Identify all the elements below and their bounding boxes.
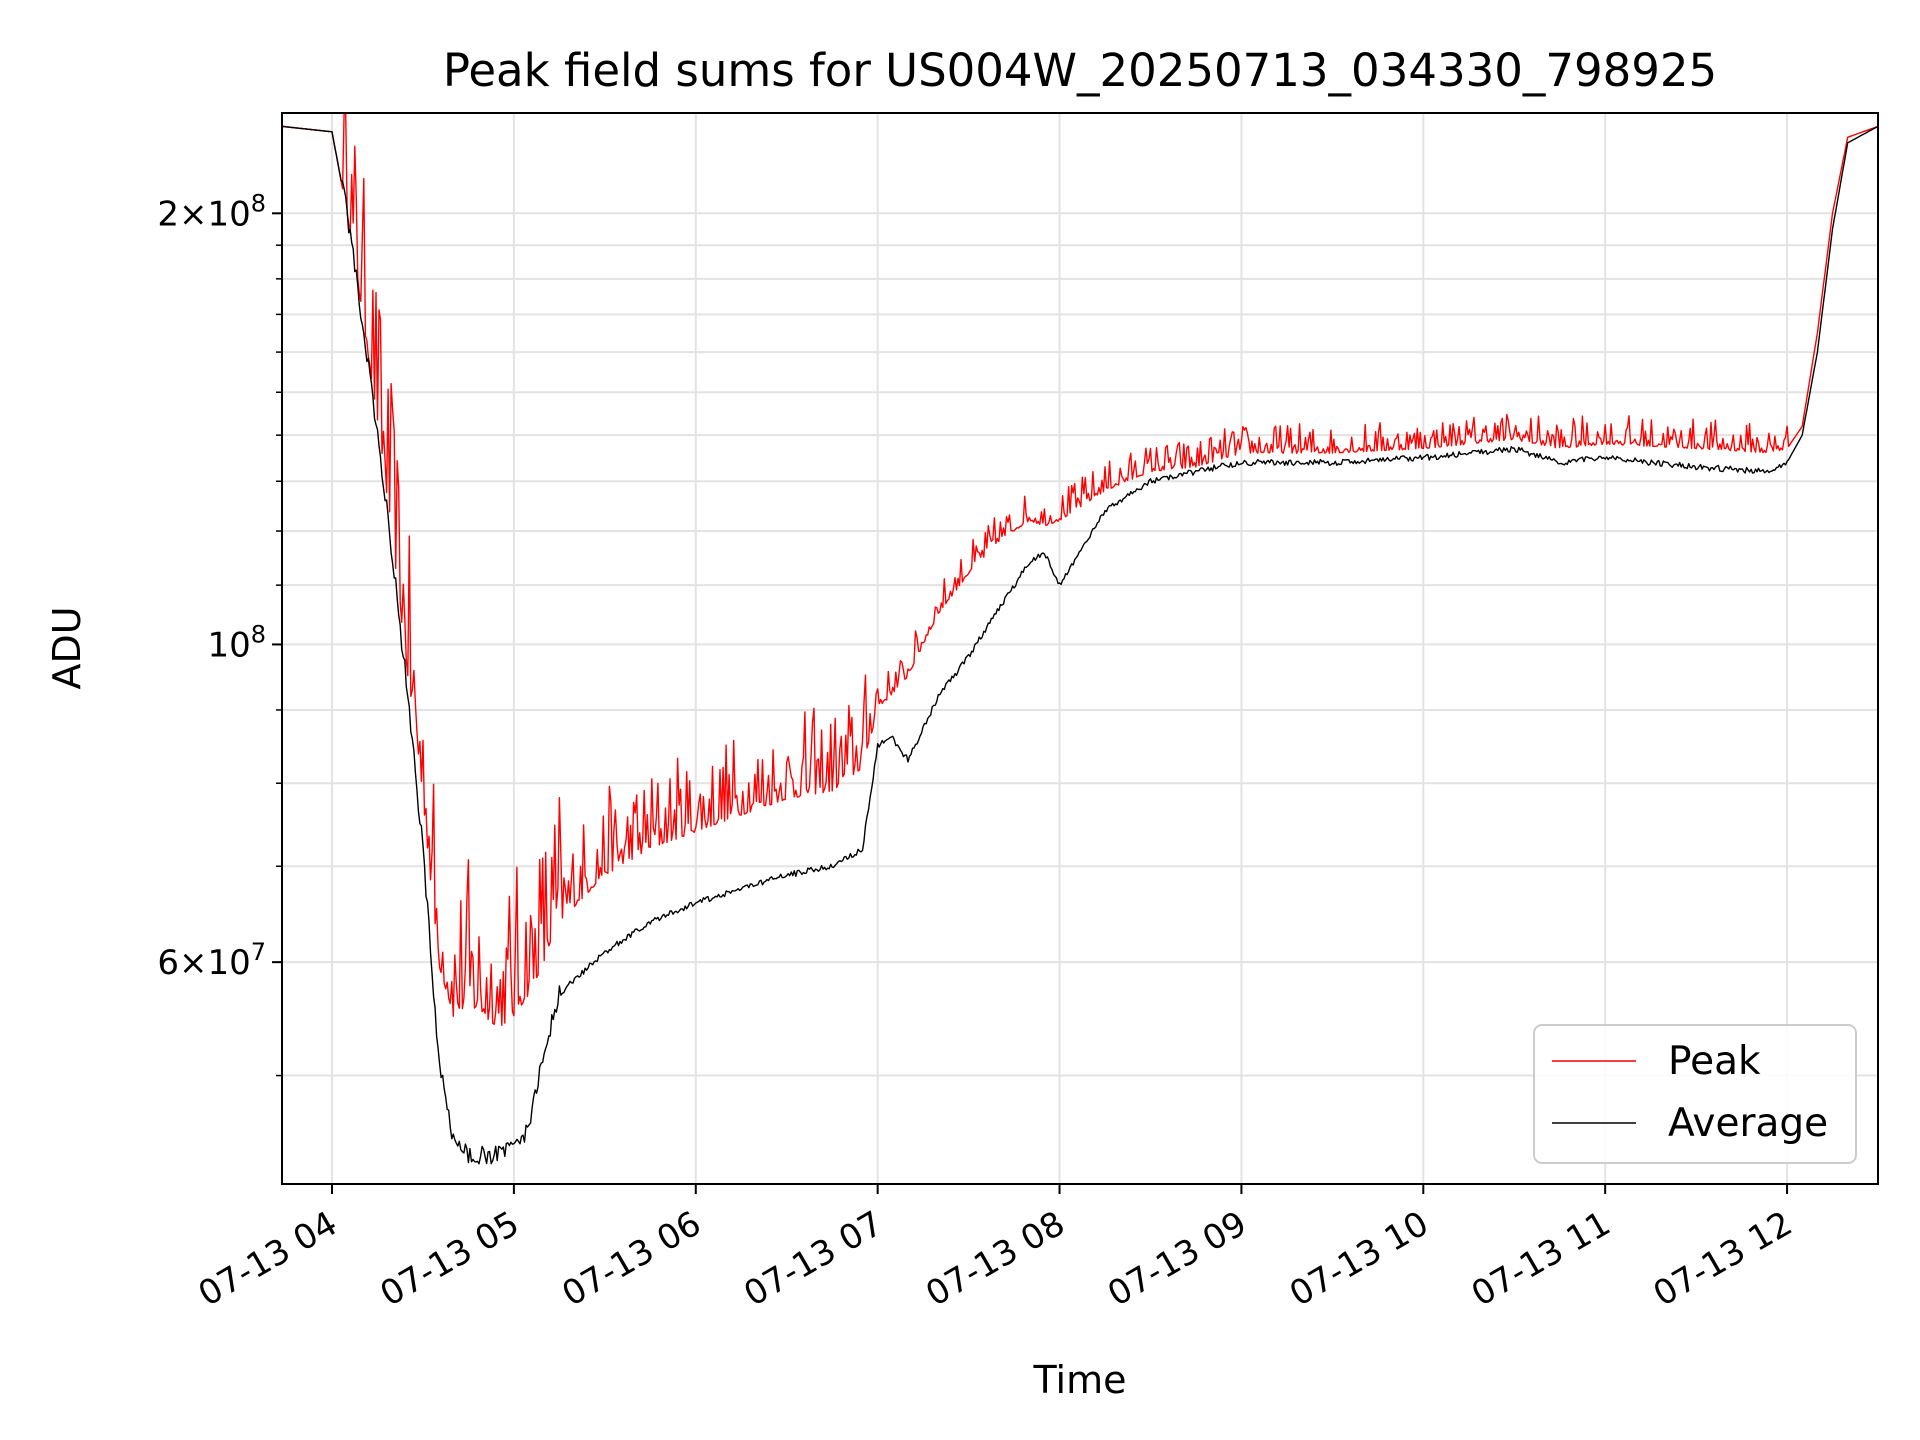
legend: Peak Average [1533,1024,1857,1164]
chart-title: Peak field sums for US004W_20250713_0343… [443,44,1717,97]
legend-label-average: Average [1668,1101,1828,1146]
grid [282,113,1878,1184]
y-axis: 2×108 108 6×107 [157,189,282,1077]
x-axis-label: Time [1033,1358,1127,1402]
legend-label-peak: Peak [1668,1039,1761,1084]
y-tick-label: 6×107 [157,938,266,983]
y-axis-label: ADU [45,606,89,689]
series-line-peak [281,112,1879,1026]
y-tick-label: 2×108 [157,189,266,234]
series-line-average [281,125,1879,1165]
y-tick-label: 108 [207,620,266,665]
plot-frame [281,112,1879,1185]
series-lines [281,112,1879,1165]
legend-box [1533,1024,1857,1164]
